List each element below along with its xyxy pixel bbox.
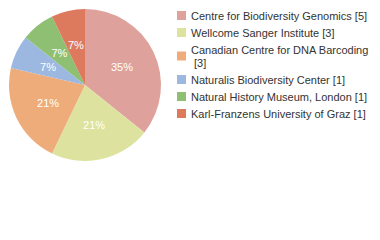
svg-text:[3]: [3] xyxy=(191,57,206,69)
svg-text:7%: 7% xyxy=(68,39,84,51)
svg-text:7%: 7% xyxy=(40,61,56,73)
svg-text:Wellcome Sanger Institute [3]: Wellcome Sanger Institute [3] xyxy=(191,27,334,39)
svg-text:Centre for Biodiversity Genomi: Centre for Biodiversity Genomics [5] xyxy=(191,10,367,22)
svg-text:35%: 35% xyxy=(111,61,133,73)
svg-text:Naturalis Biodiversity Center: Naturalis Biodiversity Center [1] xyxy=(191,74,345,86)
svg-text:21%: 21% xyxy=(37,97,59,109)
svg-text:7%: 7% xyxy=(51,47,67,59)
svg-text:21%: 21% xyxy=(83,119,105,131)
svg-text:Canadian Centre for DNA Barcod: Canadian Centre for DNA Barcoding xyxy=(191,44,368,56)
svg-text:Karl-Franzens University of Gr: Karl-Franzens University of Graz [1] xyxy=(191,108,366,120)
svg-text:Natural History Museum, London: Natural History Museum, London [1] xyxy=(191,91,367,103)
